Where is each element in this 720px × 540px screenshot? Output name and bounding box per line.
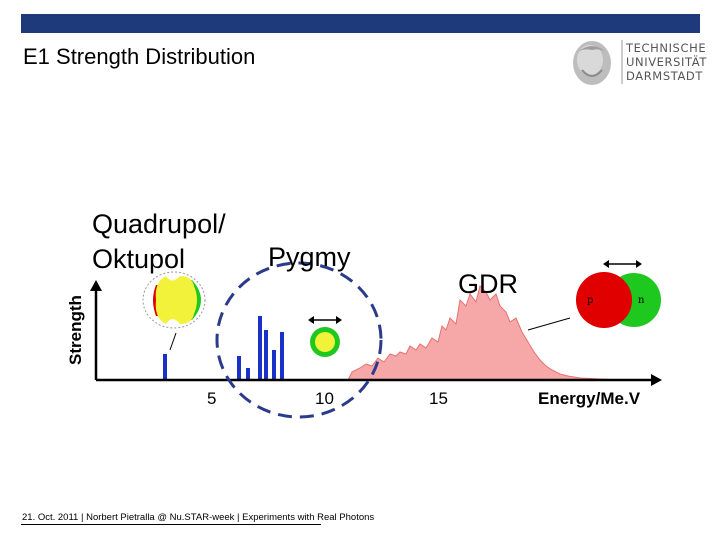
- y-axis-label: Strength: [66, 295, 85, 365]
- header-bar: [21, 14, 700, 33]
- oktupol-label: Oktupol: [92, 244, 186, 274]
- x-tick-5: 5: [207, 389, 217, 408]
- x-axis-label: Energy/Me.V: [538, 389, 641, 408]
- bar-quadrupol: [163, 354, 167, 380]
- slide-title: E1 Strength Distribution: [23, 44, 256, 69]
- x-tick-10: 10: [315, 389, 334, 408]
- axes: [90, 280, 662, 386]
- bar-pygmy-6: [280, 332, 284, 380]
- athena-head-icon: [573, 41, 611, 85]
- bar-pygmy-1: [237, 356, 241, 380]
- logo-line-1: TECHNISCHE: [626, 41, 707, 55]
- quadrupol-label: Quadrupol/: [92, 209, 226, 239]
- x-tick-15: 15: [429, 389, 448, 408]
- gdr-label: GDR: [458, 269, 518, 299]
- pygmy-label: Pygmy: [268, 242, 351, 272]
- bar-pygmy-5: [272, 350, 276, 380]
- y-axis-arrow-icon: [90, 280, 102, 291]
- proton-label: p: [587, 295, 593, 306]
- logo-line-3: DARMSTADT: [626, 69, 704, 83]
- pygmy-dashed-circle: [215, 261, 383, 419]
- bar-pygmy-4: [264, 330, 268, 380]
- pygmy-nucleus-icon: [308, 316, 342, 357]
- footer-rule: [21, 524, 321, 525]
- tu-darmstadt-logo: [573, 40, 623, 85]
- bar-pygmy-3: [258, 316, 262, 380]
- gdr-resonance-shape: [347, 285, 621, 381]
- footer-text: 21. Oct. 2011 | Norbert Pietralla @ Nu.S…: [22, 512, 375, 523]
- bar-pygmy-2: [246, 368, 250, 380]
- neutron-label: n: [638, 295, 645, 306]
- strength-bars: [163, 316, 284, 380]
- logo-wordmark: TECHNISCHE UNIVERSITÄT DARMSTADT: [626, 41, 707, 83]
- gdr-nucleus-icon: p n: [527, 260, 661, 331]
- x-axis-arrow-icon: [651, 374, 662, 386]
- logo-line-2: UNIVERSITÄT: [626, 55, 707, 69]
- quadrupol-nucleus-icon: [142, 271, 206, 351]
